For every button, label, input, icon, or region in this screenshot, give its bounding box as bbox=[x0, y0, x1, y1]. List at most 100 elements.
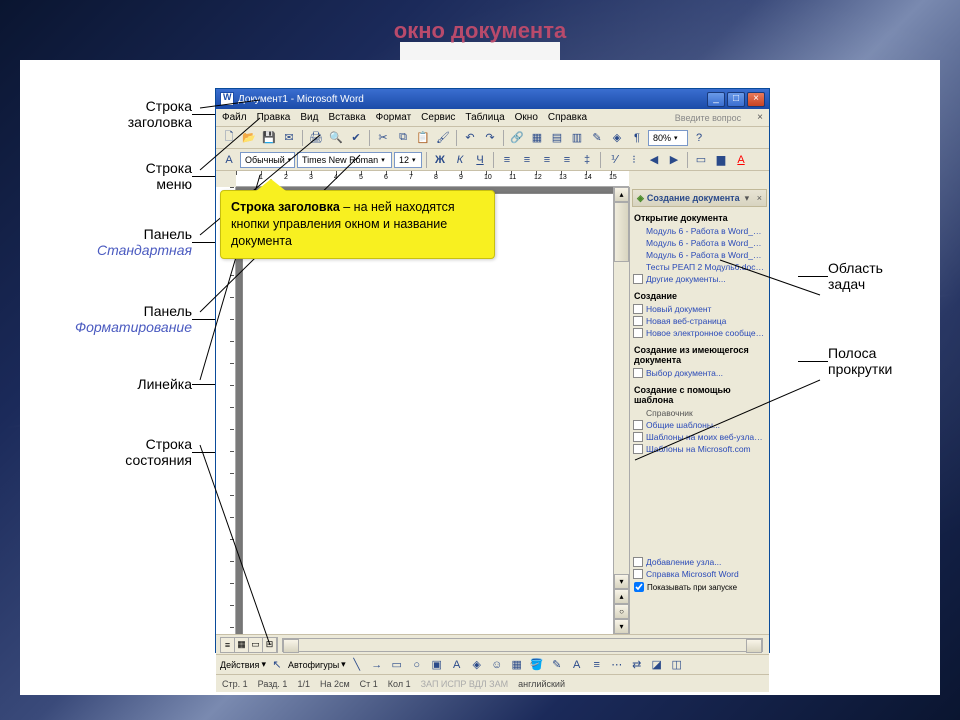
align-just-icon[interactable]: ≡ bbox=[558, 151, 576, 169]
horizontal-ruler[interactable]: 123456789101112131415 bbox=[236, 171, 629, 187]
menu-window[interactable]: Окно bbox=[515, 112, 538, 123]
map-icon[interactable]: ◈ bbox=[608, 129, 626, 147]
browse-icon[interactable]: ○ bbox=[614, 604, 629, 619]
highlight-icon[interactable]: ▆ bbox=[712, 151, 730, 169]
save-icon[interactable]: 💾 bbox=[260, 129, 278, 147]
new-icon[interactable]: 🗋 bbox=[220, 129, 238, 147]
italic-icon[interactable]: К bbox=[451, 151, 469, 169]
style-select[interactable]: Обычный bbox=[240, 152, 295, 168]
font-select[interactable]: Times New Roman bbox=[297, 152, 392, 168]
open-icon[interactable]: 📂 bbox=[240, 129, 258, 147]
tp-open-item[interactable]: Модуль 6 - Работа в Word_в3.dc bbox=[632, 249, 767, 261]
draw-icon[interactable]: ✎ bbox=[588, 129, 606, 147]
menu-format[interactable]: Формат bbox=[376, 112, 412, 123]
size-select[interactable]: 12 bbox=[394, 152, 422, 168]
underline-icon[interactable]: Ч bbox=[471, 151, 489, 169]
zoom-select[interactable]: 80% bbox=[648, 130, 688, 146]
print-icon[interactable]: 🖨 bbox=[307, 129, 325, 147]
fill-icon[interactable]: 🪣 bbox=[528, 656, 546, 674]
indent-icon[interactable]: ▶ bbox=[665, 151, 683, 169]
view-web-icon[interactable]: ▦ bbox=[235, 638, 249, 652]
help-prompt[interactable]: Введите вопрос bbox=[675, 113, 741, 123]
tp-tmpl-item[interactable]: Шаблоны на моих веб-узлах... bbox=[632, 431, 767, 443]
textbox-icon[interactable]: ▣ bbox=[428, 656, 446, 674]
taskpane-header[interactable]: Создание документа▾ × bbox=[632, 189, 767, 207]
prev-page-icon[interactable]: ▴ bbox=[614, 589, 629, 604]
arrow-icon[interactable]: → bbox=[368, 656, 386, 674]
horizontal-scrollbar[interactable] bbox=[282, 638, 763, 652]
preview-icon[interactable]: 🔍 bbox=[327, 129, 345, 147]
align-left-icon[interactable]: ≡ bbox=[498, 151, 516, 169]
fontcolor-icon[interactable]: A bbox=[732, 151, 750, 169]
copy-icon[interactable]: ⧉ bbox=[394, 129, 412, 147]
autoshapes-menu[interactable]: Автофигуры bbox=[288, 660, 339, 670]
shadow-icon[interactable]: ◪ bbox=[648, 656, 666, 674]
scroll-down-icon[interactable]: ▾ bbox=[614, 574, 629, 589]
maximize-button[interactable]: □ bbox=[727, 92, 745, 107]
outdent-icon[interactable]: ◀ bbox=[645, 151, 663, 169]
tp-help[interactable]: Справка Microsoft Word bbox=[632, 568, 768, 580]
word-titlebar[interactable]: Документ1 - Microsoft Word _ □ × bbox=[216, 89, 769, 109]
rect-icon[interactable]: ▭ bbox=[388, 656, 406, 674]
border-icon[interactable]: ▭ bbox=[692, 151, 710, 169]
close-button[interactable]: × bbox=[747, 92, 765, 107]
menu-file[interactable]: Файл bbox=[222, 112, 247, 123]
draw-menu[interactable]: Действия bbox=[220, 660, 259, 670]
taskpane-dropdown-icon[interactable]: ▾ bbox=[745, 193, 750, 204]
toolbar-draw2[interactable]: Действия▾ ↖ Автофигуры▾ ╲ → ▭ ○ ▣ A ◈ ☺ … bbox=[216, 654, 769, 674]
menu-table[interactable]: Таблица bbox=[465, 112, 504, 123]
undo-icon[interactable]: ↶ bbox=[461, 129, 479, 147]
select-icon[interactable]: ↖ bbox=[268, 656, 286, 674]
numlist-icon[interactable]: ⅟ bbox=[605, 151, 623, 169]
taskpane-close-icon[interactable]: × bbox=[757, 193, 762, 203]
paste-icon[interactable]: 📋 bbox=[414, 129, 432, 147]
spell-icon[interactable]: ✔ bbox=[347, 129, 365, 147]
styles-icon[interactable]: A bbox=[220, 151, 238, 169]
fontcolor2-icon[interactable]: A bbox=[568, 656, 586, 674]
arrows-icon[interactable]: ⇄ bbox=[628, 656, 646, 674]
bullist-icon[interactable]: ⁝ bbox=[625, 151, 643, 169]
view-print-icon[interactable]: ▭ bbox=[249, 638, 263, 652]
scroll-track[interactable] bbox=[614, 202, 629, 574]
document-page[interactable] bbox=[242, 193, 613, 634]
3d-icon[interactable]: ◫ bbox=[668, 656, 686, 674]
tp-tmpl-item[interactable]: Шаблоны на Microsoft.com bbox=[632, 443, 767, 455]
view-outline-icon[interactable]: ⊟ bbox=[263, 638, 277, 652]
cut-icon[interactable]: ✂ bbox=[374, 129, 392, 147]
align-center-icon[interactable]: ≡ bbox=[518, 151, 536, 169]
word-menubar[interactable]: Файл Правка Вид Вставка Формат Сервис Та… bbox=[216, 109, 769, 127]
view-buttons[interactable]: ≡ ▦ ▭ ⊟ bbox=[220, 637, 278, 653]
doc-close-icon[interactable]: × bbox=[757, 112, 763, 123]
wordart-icon[interactable]: A bbox=[448, 656, 466, 674]
task-pane[interactable]: Создание документа▾ × Открытие документа… bbox=[629, 187, 769, 634]
para-icon[interactable]: ¶ bbox=[628, 129, 646, 147]
tp-open-item[interactable]: Тесты РЕАП 2 Модуль6.doc.doc bbox=[632, 261, 767, 273]
linecolor-icon[interactable]: ✎ bbox=[548, 656, 566, 674]
vertical-scrollbar[interactable]: ▴ ▾ ▴ ○ ▾ bbox=[613, 187, 629, 634]
brush-icon[interactable]: 🖌 bbox=[434, 129, 452, 147]
tp-from-item[interactable]: Выбор документа... bbox=[632, 367, 767, 379]
tp-create-item[interactable]: Новое электронное сообщение bbox=[632, 327, 767, 339]
oval-icon[interactable]: ○ bbox=[408, 656, 426, 674]
next-page-icon[interactable]: ▾ bbox=[614, 619, 629, 634]
tp-tmpl-item[interactable]: Общие шаблоны... bbox=[632, 419, 767, 431]
tp-create-item[interactable]: Новый документ bbox=[632, 303, 767, 315]
tp-checkbox[interactable] bbox=[634, 582, 644, 592]
align-right-icon[interactable]: ≡ bbox=[538, 151, 556, 169]
linestyle-icon[interactable]: ≡ bbox=[588, 656, 606, 674]
view-normal-icon[interactable]: ≡ bbox=[221, 638, 235, 652]
menu-help[interactable]: Справка bbox=[548, 112, 587, 123]
tp-add-node[interactable]: Добавление узла... bbox=[632, 556, 768, 568]
redo-icon[interactable]: ↷ bbox=[481, 129, 499, 147]
tp-create-item[interactable]: Новая веб-страница bbox=[632, 315, 767, 327]
linespace-icon[interactable]: ‡ bbox=[578, 151, 596, 169]
tp-open-more[interactable]: Другие документы... bbox=[632, 273, 767, 285]
menu-view[interactable]: Вид bbox=[300, 112, 318, 123]
pic-icon[interactable]: ▦ bbox=[508, 656, 526, 674]
mail-icon[interactable]: ✉ bbox=[280, 129, 298, 147]
clipart-icon[interactable]: ☺ bbox=[488, 656, 506, 674]
diagram-icon[interactable]: ◈ bbox=[468, 656, 486, 674]
toolbar-formatting[interactable]: A Обычный Times New Roman 12 Ж К Ч ≡ ≡ ≡… bbox=[216, 149, 769, 171]
help-icon[interactable]: ? bbox=[690, 129, 708, 147]
line-icon[interactable]: ╲ bbox=[348, 656, 366, 674]
